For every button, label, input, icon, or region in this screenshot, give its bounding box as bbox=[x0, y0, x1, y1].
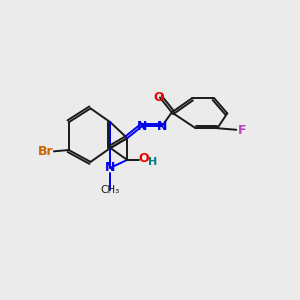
Text: N: N bbox=[157, 120, 167, 133]
Text: O: O bbox=[154, 91, 164, 104]
Text: F: F bbox=[238, 124, 246, 137]
Text: Br: Br bbox=[38, 146, 54, 158]
Text: CH₃: CH₃ bbox=[101, 184, 120, 195]
Text: N: N bbox=[137, 120, 147, 133]
Text: N: N bbox=[105, 161, 116, 174]
Text: H: H bbox=[148, 157, 158, 167]
Text: O: O bbox=[139, 152, 149, 165]
